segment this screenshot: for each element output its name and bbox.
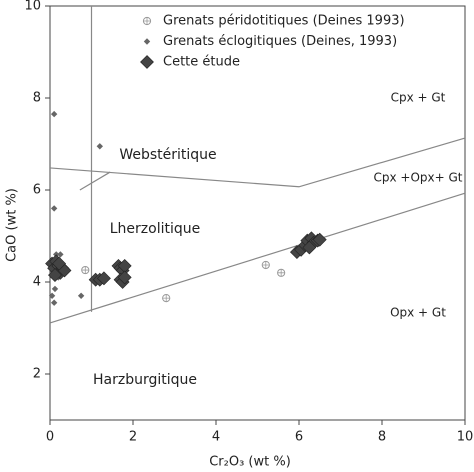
- point: [97, 271, 111, 286]
- annotation: Webstéritique: [119, 147, 216, 163]
- x-tick-label: 0: [46, 430, 54, 445]
- point-cross: [162, 294, 170, 302]
- legend-label: Cette étude: [163, 55, 240, 70]
- field-boundary: [79, 171, 111, 191]
- point: [50, 110, 58, 118]
- point: [57, 251, 64, 258]
- legend-label: Grenats éclogitiques (Deines, 1993): [163, 34, 397, 49]
- field-boundary: [49, 192, 466, 324]
- point: [50, 205, 58, 212]
- point: [81, 265, 90, 275]
- y-tick-label: 6: [33, 183, 41, 198]
- point: [52, 256, 67, 271]
- point: [51, 285, 59, 293]
- x-tick-label: 10: [457, 430, 474, 445]
- point: [48, 268, 62, 283]
- x-tick-label: 8: [378, 430, 386, 445]
- point: [302, 240, 317, 255]
- annotation: Cpx +Opx+ Gt: [373, 171, 462, 185]
- annotation: Harzburgitique: [93, 372, 197, 388]
- x-tick-label: 6: [295, 430, 303, 445]
- point: [77, 292, 85, 299]
- point: [50, 299, 58, 306]
- y-tick-label: 4: [33, 275, 41, 290]
- y-axis-label: CaO (wt %): [5, 188, 20, 262]
- legend-marker: [140, 55, 154, 69]
- plot-frame: [49, 5, 466, 421]
- legend-label: Grenats péridotitiques (Deines 1993): [163, 14, 405, 29]
- point: [96, 143, 103, 150]
- point: [312, 232, 327, 247]
- y-tick-label: 10: [24, 0, 41, 14]
- point-cross: [81, 266, 89, 274]
- legend-marker: [142, 16, 152, 26]
- point: [48, 292, 56, 299]
- legend-marker: [143, 38, 151, 45]
- y-tick-label: 2: [33, 367, 41, 382]
- point: [277, 268, 286, 277]
- point: [162, 294, 171, 303]
- y-tick-label: 8: [33, 91, 41, 106]
- point-cross: [143, 17, 151, 25]
- annotation: Cpx + Gt: [391, 91, 446, 105]
- point: [261, 260, 270, 270]
- x-axis-label: Cr₂O₃ (wt %): [209, 455, 291, 470]
- x-tick-label: 4: [212, 430, 220, 445]
- x-tick-label: 2: [129, 430, 137, 445]
- field-boundary: [49, 137, 466, 188]
- point-cross: [262, 261, 270, 269]
- point: [117, 270, 132, 285]
- point-cross: [277, 269, 285, 277]
- annotation: Opx + Gt: [390, 306, 446, 320]
- annotation: Lherzolitique: [110, 221, 201, 237]
